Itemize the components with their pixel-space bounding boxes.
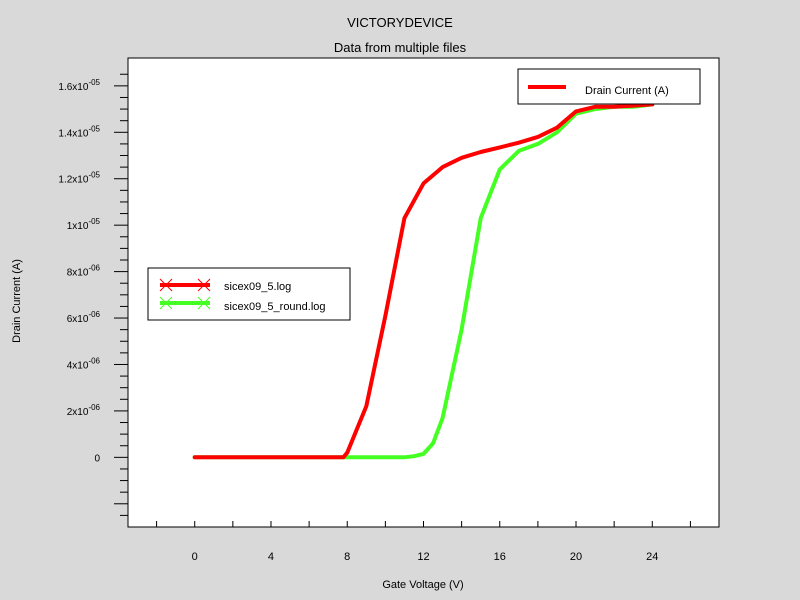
chart-title: VICTORYDEVICE xyxy=(347,15,453,30)
y-tick-exponent: -05 xyxy=(88,78,100,87)
y-tick-label: 1.2x10-05 xyxy=(58,171,100,186)
y-tick-label: 1x10-05 xyxy=(67,217,101,232)
y-tick-mantissa: 6x10 xyxy=(67,314,89,325)
y-tick-label: 1.4x10-05 xyxy=(58,124,100,139)
legend-marker-0 xyxy=(159,278,211,292)
legend-quantity-label: Drain Current (A) xyxy=(585,85,669,97)
y-tick-exponent: -05 xyxy=(88,171,100,180)
legend-quantity: Drain Current (A) xyxy=(517,68,701,105)
x-axis-label: Gate Voltage (V) xyxy=(382,579,463,591)
y-tick-label: 2x10-06 xyxy=(67,403,101,418)
legend-series-0: sicex09_5.log xyxy=(159,278,291,293)
y-tick-label: 0 xyxy=(94,453,100,464)
x-tick-label: 4 xyxy=(268,551,274,563)
y-tick-mantissa: 0 xyxy=(94,453,100,464)
x-tick-label: 24 xyxy=(646,551,658,563)
y-tick-label: 1.6x10-05 xyxy=(58,78,100,93)
y-tick-exponent: -06 xyxy=(88,310,100,319)
chart-subtitle: Data from multiple files xyxy=(334,40,467,55)
x-tick-label: 20 xyxy=(570,551,582,563)
y-tick-exponent: -06 xyxy=(88,356,100,365)
y-tick-exponent: -05 xyxy=(88,217,100,226)
y-tick-exponent: -05 xyxy=(88,124,100,133)
y-tick-mantissa: 1.4x10 xyxy=(58,128,88,139)
y-tick-mantissa: 4x10 xyxy=(67,360,89,371)
x-tick-label: 16 xyxy=(494,551,506,563)
legend-series-1: sicex09_5_round.log xyxy=(159,296,326,313)
axis-ticks: 0 4 8 12 16 20 2402x10-064x10-066x10-068x10-06… xyxy=(58,73,691,563)
legend-files: sicex09_5.log sicex09_5_round.log xyxy=(147,267,351,321)
x-tick-label: 12 xyxy=(417,551,429,563)
series-layer xyxy=(192,102,655,460)
y-tick-mantissa: 8x10 xyxy=(67,268,89,279)
x-tick-label: 0 xyxy=(192,551,198,563)
series-line-0 xyxy=(192,102,655,460)
legend-label-1: sicex09_5_round.log xyxy=(224,301,326,313)
y-tick-exponent: -06 xyxy=(88,403,100,412)
x-tick-label: 8 xyxy=(344,551,350,563)
y-tick-exponent: -06 xyxy=(88,264,100,273)
y-tick-label: 6x10-06 xyxy=(67,310,101,325)
legend-files-box xyxy=(147,267,351,321)
legend-marker-1 xyxy=(159,296,211,310)
y-tick-mantissa: 1.6x10 xyxy=(58,82,88,93)
y-tick-mantissa: 1.2x10 xyxy=(58,175,88,186)
y-tick-mantissa: 1x10 xyxy=(67,221,89,232)
y-tick-label: 4x10-06 xyxy=(67,356,101,371)
y-tick-label: 8x10-06 xyxy=(67,264,101,279)
y-tick-mantissa: 2x10 xyxy=(67,407,89,418)
y-axis-label: Drain Current (A) xyxy=(11,259,23,343)
legend-label-0: sicex09_5.log xyxy=(224,281,291,293)
